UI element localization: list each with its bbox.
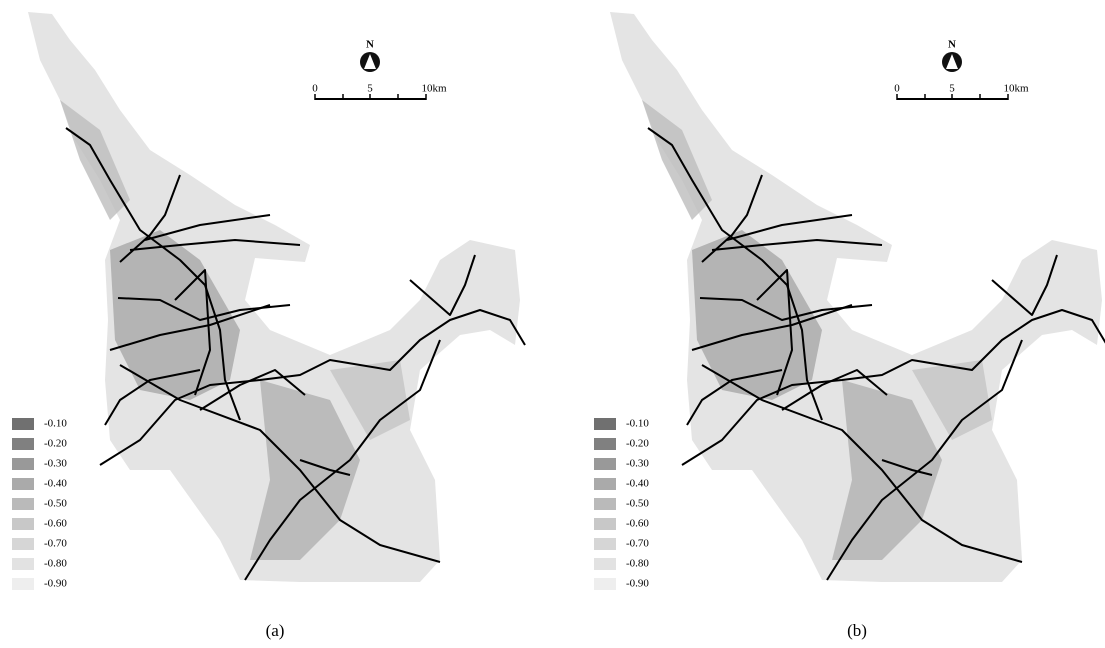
scale-label: 0: [894, 83, 900, 95]
legend-swatch: [12, 438, 34, 450]
legend-label: -0.90: [44, 578, 67, 590]
legend-swatch: [12, 558, 34, 570]
legend-label: -0.10: [44, 418, 67, 430]
legend-swatch: [12, 518, 34, 530]
legend-label: -0.50: [626, 498, 649, 510]
scale-label: 10km: [1003, 83, 1029, 95]
legend-swatch: [594, 458, 616, 470]
legend-swatch: [12, 458, 34, 470]
map-panel: N 0 5 10km -0.10 -0.20 -0.30 -0.40 -0.50 -0.60 -0.…: [12, 12, 525, 640]
legend-swatch: [594, 518, 616, 530]
scale-label: 5: [367, 83, 373, 95]
legend-swatch: [594, 438, 616, 450]
legend-label: -0.70: [626, 538, 649, 550]
legend-label: -0.40: [44, 478, 67, 490]
map-panel: N 0 5 10km -0.10 -0.20 -0.30 -0.40 -0.50 -0.60 -0.…: [594, 12, 1105, 640]
legend-label: -0.50: [44, 498, 67, 510]
legend-swatch: [12, 578, 34, 590]
legend-swatch: [12, 498, 34, 510]
legend-label: -0.60: [626, 518, 649, 530]
legend-label: -0.60: [44, 518, 67, 530]
legend-label: -0.80: [626, 558, 649, 570]
legend-label: -0.70: [44, 538, 67, 550]
legend-swatch: [594, 538, 616, 550]
map-area: [610, 12, 1105, 582]
figure: N 0 5 10km -0.10 -0.20 -0.30 -0.40 -0.50 -0.60 -0.…: [0, 0, 1105, 648]
legend-label: -0.30: [626, 458, 649, 470]
legend-label: -0.30: [44, 458, 67, 470]
scale-label: 5: [949, 83, 955, 95]
legend-swatch: [594, 558, 616, 570]
legend-swatch: [594, 418, 616, 430]
legend-label: -0.20: [44, 438, 67, 450]
legend-swatch: [594, 578, 616, 590]
legend-swatch: [12, 538, 34, 550]
north-label: N: [948, 39, 956, 51]
scale-label: 0: [312, 83, 318, 95]
legend-swatch: [594, 498, 616, 510]
legend-label: -0.10: [626, 418, 649, 430]
legend-label: -0.40: [626, 478, 649, 490]
legend-label: -0.90: [626, 578, 649, 590]
scale-label: 10km: [421, 83, 447, 95]
legend-label: -0.20: [626, 438, 649, 450]
legend-swatch: [594, 478, 616, 490]
map-area: [28, 12, 525, 582]
north-label: N: [366, 39, 374, 51]
panel-caption: (a): [266, 621, 285, 640]
legend-label: -0.80: [44, 558, 67, 570]
legend-swatch: [12, 418, 34, 430]
legend-swatch: [12, 478, 34, 490]
panel-caption: (b): [847, 621, 867, 640]
